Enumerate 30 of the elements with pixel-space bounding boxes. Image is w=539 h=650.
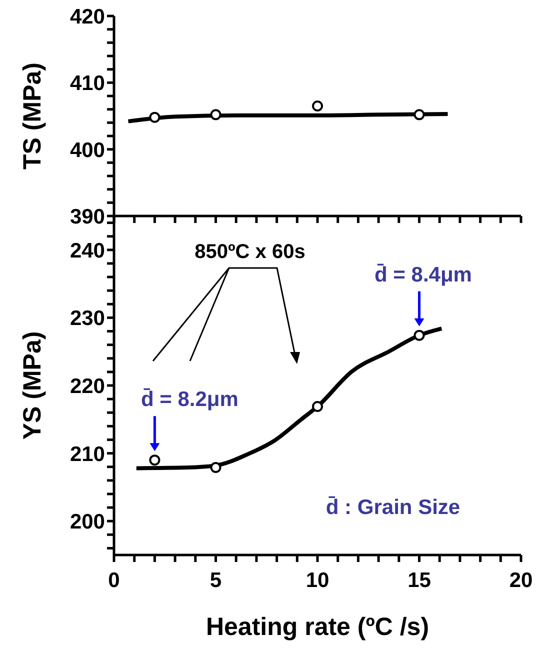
annotation: d̄ : Grain Size: [326, 496, 460, 519]
y-axis-title: TS (MPa): [18, 62, 47, 170]
y-axis-title: YS (MPa): [18, 331, 47, 440]
x-tick-label: 5: [210, 568, 222, 592]
x-tick-label: 20: [509, 568, 533, 592]
y-tick-label: 240: [70, 239, 105, 262]
y-tick-label: 410: [70, 72, 105, 96]
y-tick-label: 400: [70, 138, 105, 162]
point: [210, 109, 222, 120]
point: [312, 100, 324, 112]
y-tick-label: 220: [70, 374, 105, 398]
point: [149, 112, 160, 123]
point: [312, 401, 324, 412]
annotation: 850ºC x 60s: [194, 241, 306, 263]
y-tick-label: 420: [70, 5, 105, 28]
x-tick-label: 10: [306, 568, 330, 592]
x-axis-title: Heating rate (ºC /s): [206, 613, 430, 641]
point: [210, 462, 222, 474]
y-tick-label: 230: [70, 307, 105, 330]
line-series: [126, 112, 450, 124]
point: [149, 454, 160, 466]
x-tick-label: 0: [108, 568, 120, 592]
y-tick-label: 200: [70, 510, 105, 534]
point: [414, 330, 425, 341]
point: [414, 109, 425, 120]
y-tick-label: 390: [70, 205, 105, 228]
annotation: d̄ = 8.2μm: [140, 388, 238, 412]
y-tick-label: 210: [70, 442, 105, 466]
annotation: d̄ = 8.4μm: [374, 262, 472, 286]
x-tick-label: 15: [408, 568, 432, 592]
